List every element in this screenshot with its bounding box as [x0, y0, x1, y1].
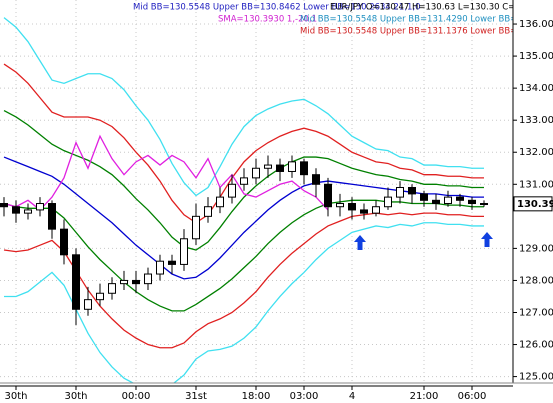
candle-body: [312, 174, 320, 185]
y-tick-label: 133.00: [519, 115, 553, 126]
x-tick-label: 30th: [5, 391, 28, 402]
x-tick-label: 06:00: [458, 391, 487, 402]
last-price-label: 130.39: [517, 199, 553, 210]
x-tick-label: 31st: [185, 391, 207, 402]
up-arrow: [481, 232, 493, 247]
candle-body: [192, 215, 200, 240]
indicator-line: [3, 134, 329, 211]
y-tick-label: 136.00: [519, 19, 553, 30]
header-text: Mid BB=130.5548 Upper BB=131.1376 Lower …: [300, 27, 553, 37]
candle-body: [0, 203, 8, 208]
candle-body: [84, 299, 92, 310]
candle-body: [264, 164, 272, 169]
header-text: Mid BB=130.5548 Upper BB=130.8462 Lower …: [133, 3, 421, 13]
y-tick-label: 134.00: [519, 83, 553, 94]
candle-body: [276, 164, 284, 172]
price-axis: [513, 0, 553, 383]
y-tick-label: 125.00: [519, 372, 553, 383]
candle-body: [408, 186, 416, 195]
candle-body: [24, 209, 32, 214]
candle-body: [420, 193, 428, 201]
header-text: EUR/JPY O=130.47 H=130.63 L=130.30 C=130…: [330, 3, 545, 13]
x-tick-label: 30th: [65, 391, 88, 402]
indicator-line: [3, 17, 484, 197]
indicator-line: [3, 63, 484, 224]
candle-body: [144, 273, 152, 285]
candle-body: [216, 196, 224, 208]
x-tick-label: 21:00: [410, 391, 439, 402]
axes: 125.00 126.00 127.00 128.00 129.00 131.00 132.…: [5, 19, 553, 402]
candle-body: [60, 228, 68, 256]
candle-body: [240, 177, 248, 185]
last-price-box: [513, 196, 553, 212]
candle-body: [72, 254, 80, 310]
candle-body: [204, 206, 212, 217]
candle-body: [180, 238, 188, 265]
y-tick-label: 131.00: [519, 179, 553, 190]
candle-body: [168, 260, 176, 265]
candle-body: [36, 203, 44, 211]
grid: [0, 0, 512, 383]
header: Mid BB=130.5548 Upper BB=130.8462 Lower …: [133, 3, 553, 37]
signal-arrows: [354, 232, 493, 250]
candle-body: [396, 186, 404, 198]
x-tick-label: 03:00: [290, 391, 319, 402]
candle-body: [120, 279, 128, 285]
up-arrow: [354, 235, 366, 250]
header-text: Mid BB=130.5548 Upper BB=131.4290 Lower …: [300, 15, 553, 25]
candle-body: [12, 206, 20, 214]
candle-body: [468, 199, 476, 205]
y-tick-label: 128.00: [519, 275, 553, 286]
x-tick-label: 4: [349, 391, 355, 402]
candle-body: [108, 283, 116, 294]
y-tick-label: 127.00: [519, 307, 553, 318]
candle-body: [48, 203, 56, 230]
y-tick-label: 129.00: [519, 243, 553, 254]
candle-body: [228, 183, 236, 198]
indicator-line: [3, 212, 484, 349]
candle-body: [324, 183, 332, 208]
candle-body: [348, 203, 356, 211]
y-tick-label: 132.00: [519, 147, 553, 158]
x-tick-label: 18:00: [242, 391, 271, 402]
candle-body: [132, 279, 140, 285]
candle-body: [384, 196, 392, 208]
candle-body: [360, 209, 368, 214]
candle-body: [156, 260, 164, 275]
candle-body: [444, 196, 452, 205]
time-axis: [0, 383, 553, 403]
candle-body: [300, 161, 308, 176]
y-tick-label: 126.00: [519, 340, 553, 351]
indicator-line: [3, 199, 484, 312]
indicator-line: [4, 222, 484, 383]
header-text: SMA=130.3930 1,-20,1: [218, 15, 317, 25]
candles: [0, 155, 488, 326]
x-tick-label: 00:00: [122, 391, 151, 402]
candle-body: [252, 167, 260, 179]
y-tick-label: 135.00: [519, 51, 553, 62]
candle-body: [432, 199, 440, 205]
candle-body: [456, 196, 464, 201]
candle-body: [96, 292, 104, 301]
candle-body: [336, 203, 344, 208]
candle-body: [480, 203, 488, 206]
candle-body: [372, 206, 380, 214]
candle-body: [288, 161, 296, 172]
